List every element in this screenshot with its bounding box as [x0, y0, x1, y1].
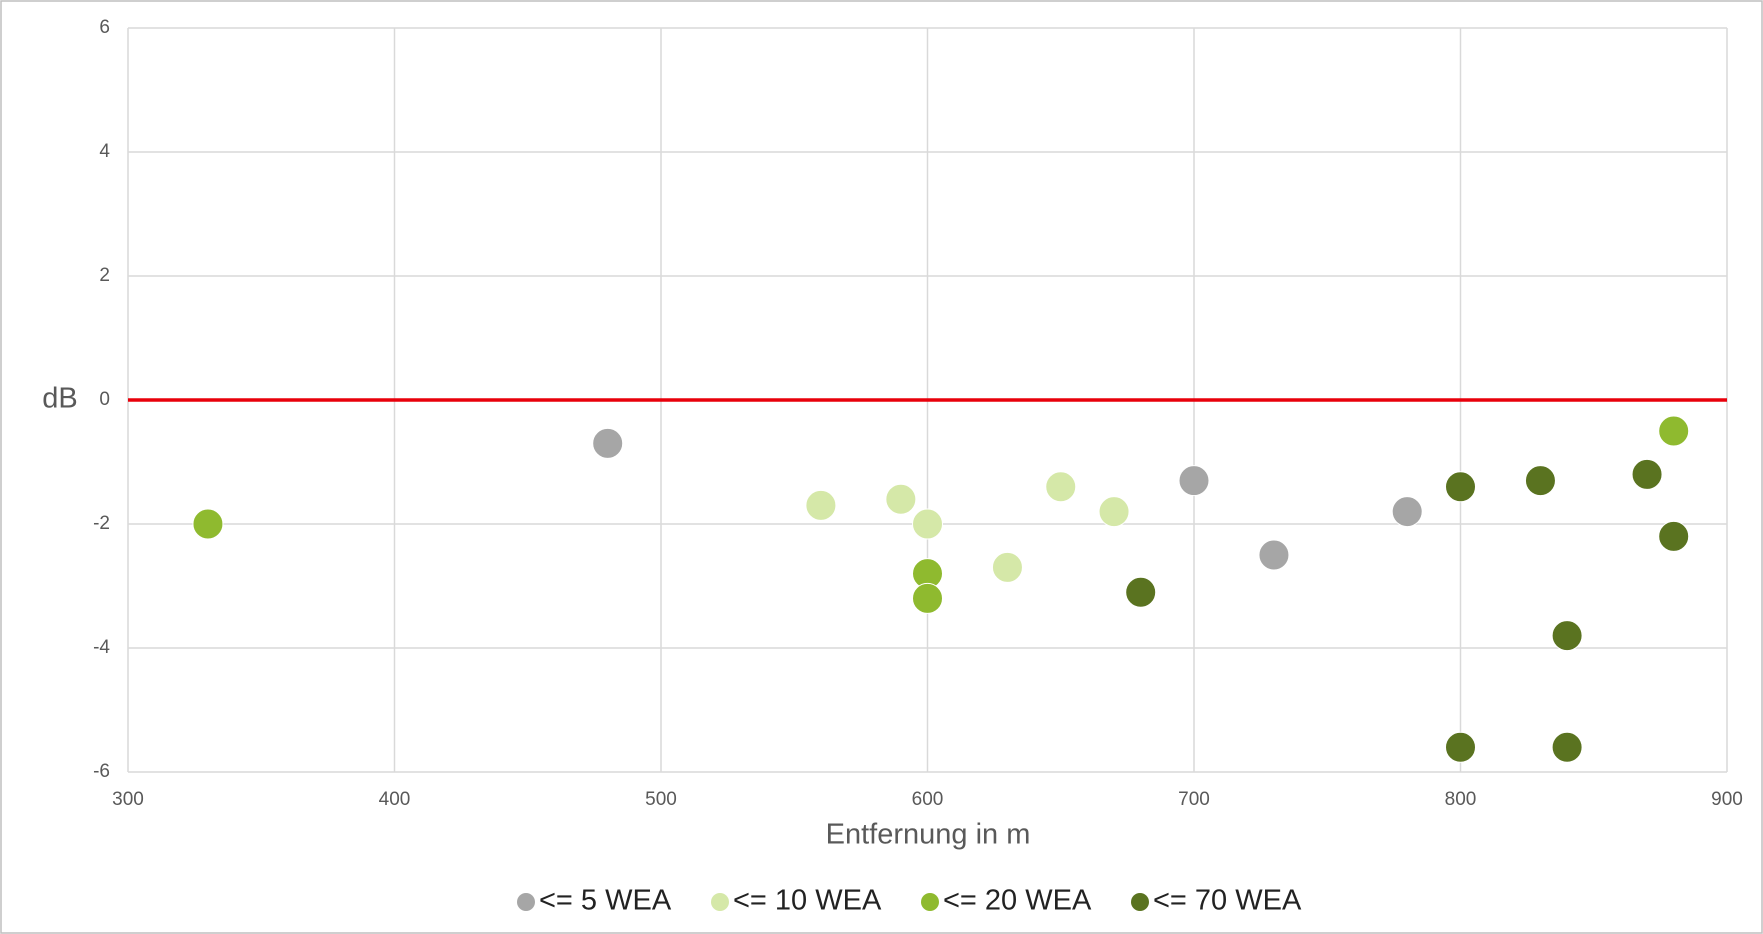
point — [1258, 539, 1290, 571]
point — [1178, 465, 1210, 497]
point — [1391, 496, 1423, 528]
point — [805, 489, 837, 521]
y-tick-label: 6 — [99, 17, 110, 38]
y-axis-title: dB — [42, 383, 77, 415]
point — [885, 483, 917, 515]
legend-text: <= 70 WEA — [1153, 885, 1302, 917]
y-tick-label: -2 — [93, 513, 110, 534]
y-tick-label: 4 — [99, 141, 110, 162]
point — [1045, 471, 1077, 503]
x-tick-label: 800 — [1445, 789, 1477, 810]
legend-marker — [517, 893, 535, 911]
point — [1658, 415, 1690, 447]
point — [1524, 465, 1556, 497]
point — [1631, 458, 1663, 490]
y-tick-label: -4 — [93, 637, 110, 658]
x-tick-label: 700 — [1178, 789, 1210, 810]
x-tick-label: 400 — [379, 789, 411, 810]
legend-text: <= 10 WEA — [733, 885, 882, 917]
point — [592, 427, 624, 459]
point — [1125, 576, 1157, 608]
point — [1445, 731, 1476, 763]
point — [1658, 520, 1690, 552]
point — [991, 551, 1023, 583]
point — [1551, 620, 1583, 652]
point — [192, 508, 224, 540]
legend-marker — [921, 893, 939, 911]
legend-text: <= 20 WEA — [943, 885, 1092, 917]
x-axis-title: Entfernung in m — [826, 819, 1031, 851]
y-tick-label: -6 — [93, 761, 110, 782]
x-tick-label: 900 — [1711, 789, 1743, 810]
x-tick-label: 600 — [912, 789, 944, 810]
x-tick-label: 300 — [112, 789, 144, 810]
y-tick-label: 2 — [99, 265, 110, 286]
y-tick-label: 0 — [99, 389, 110, 410]
point — [912, 582, 943, 614]
point — [1098, 496, 1130, 528]
x-tick-label: 500 — [645, 789, 677, 810]
legend-marker — [1131, 893, 1149, 911]
point — [912, 508, 943, 540]
legend-text: <= 5 WEA — [539, 885, 672, 917]
point — [1551, 731, 1583, 763]
legend-marker — [711, 893, 729, 911]
point — [1445, 471, 1476, 503]
